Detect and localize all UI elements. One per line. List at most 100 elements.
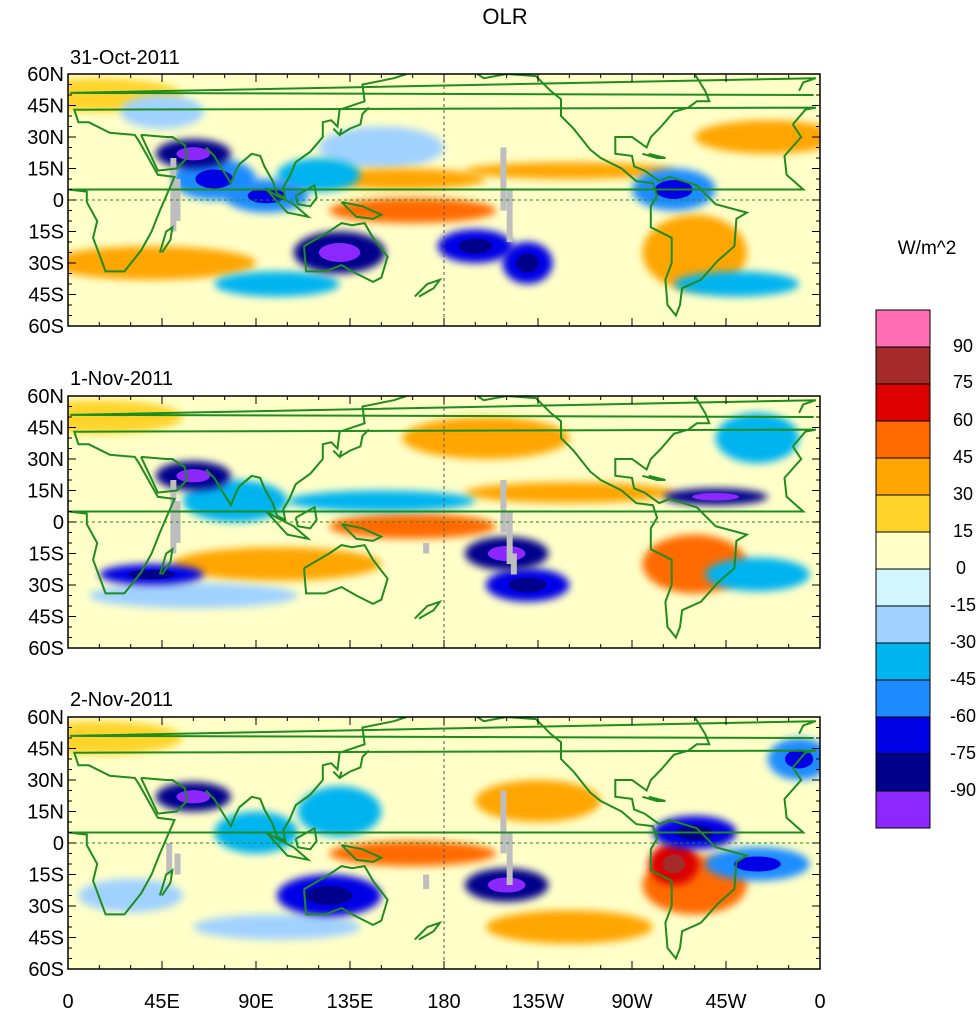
colorbar-label: 30 [953, 484, 973, 504]
olr-anomaly-core [305, 886, 353, 905]
olr-anomaly-region [329, 840, 497, 867]
colorbar-swatch [875, 309, 931, 348]
olr-anomaly-core [128, 569, 176, 580]
olr-anomaly-region [402, 417, 570, 459]
olr-anomaly-core [516, 253, 539, 273]
olr-anomaly-region [68, 721, 183, 755]
map-panel-3: 2-Nov-2011 60N 45N 30N 15N 0 15S 30S 45S 60S [27, 689, 821, 981]
map-panel-1: 31-Oct-2011 60N 45N 30N 15N 0 15S 30S 45S 60S [27, 47, 821, 338]
panel-3-date: 2-Nov-2011 [70, 689, 173, 711]
olr-anomaly-core [318, 243, 361, 262]
colorbar-label: 15 [953, 521, 973, 541]
lon-label: 135W [512, 991, 564, 1013]
lat-label: 30N [27, 127, 64, 149]
coastline [205, 396, 407, 522]
colorbar-label: -30 [950, 632, 976, 652]
olr-anomaly-core [176, 790, 211, 804]
colorbar-swatch [875, 420, 931, 459]
coastline [205, 74, 407, 200]
colorbar-swatch [875, 605, 931, 644]
colorbar-swatch [875, 753, 931, 792]
missing-data-stripe [174, 853, 181, 875]
lat-label: 15S [28, 222, 64, 244]
lat-label: 60S [28, 959, 64, 981]
lat-label: 60S [28, 638, 64, 660]
colorbar-swatch [875, 790, 931, 829]
coastline [642, 795, 666, 802]
colorbar-label: -15 [950, 595, 976, 615]
lon-label: 0 [814, 991, 825, 1013]
coastline [68, 749, 816, 916]
missing-data-stripe [500, 790, 507, 854]
missing-data-stripe [506, 511, 513, 564]
lat-label: 45S [28, 607, 64, 629]
coastline [642, 474, 666, 481]
colorbar: W/m^2 90 75 60 45 30 15 0 -15 -30 -45 -6… [875, 238, 976, 829]
missing-data-stripe [510, 553, 517, 575]
panel-1-date: 31-Oct-2011 [70, 47, 180, 69]
lon-tick-labels: 0 45E 90E 135E 180 135W 90W 45W 0 [62, 991, 825, 1013]
lat-label: 45N [27, 418, 64, 440]
colorbar-swatch [875, 642, 931, 681]
lat-label: 30S [28, 253, 64, 275]
colorbar-swatch [875, 494, 931, 533]
lon-label: 135E [327, 991, 374, 1013]
lat-label: 0 [53, 190, 64, 212]
colorbar-label: 45 [953, 447, 973, 467]
coastline [294, 826, 318, 851]
coastline [642, 152, 666, 159]
coastline [339, 749, 370, 779]
olr-anomaly-region [475, 780, 601, 822]
coastline [294, 505, 318, 530]
olr-anomaly-core [176, 147, 211, 161]
coastline [340, 523, 384, 542]
colorbar-units: W/m^2 [898, 238, 957, 259]
coastline [70, 399, 817, 418]
coastline [414, 277, 443, 298]
coastline [265, 188, 312, 219]
coastline [332, 449, 343, 459]
missing-data-stripe [423, 874, 430, 890]
coastline [70, 77, 817, 96]
lat-label: 15N [27, 481, 64, 503]
olr-anomaly-core [733, 856, 781, 872]
olr-anomaly-region [276, 158, 361, 192]
olr-anomaly-region [68, 400, 183, 434]
coastline [68, 106, 816, 273]
lat-label: 30N [27, 770, 64, 792]
missing-data-stripe [166, 843, 173, 875]
coastline [476, 74, 750, 318]
coastline [158, 225, 174, 254]
colorbar-swatch [875, 346, 931, 385]
coastline [476, 717, 750, 961]
lat-label: 15S [28, 865, 64, 887]
colorbar-label: -75 [950, 743, 976, 763]
olr-anomaly-region [464, 482, 674, 504]
lon-label: 90E [238, 991, 274, 1013]
olr-anomaly-region [172, 547, 382, 581]
coastline [332, 127, 343, 137]
olr-anomaly-region [485, 910, 653, 944]
missing-data-stripe [506, 832, 513, 885]
colorbar-label: -45 [950, 669, 976, 689]
lat-label: 15N [27, 159, 64, 181]
coastline [303, 864, 389, 927]
coastline [332, 770, 343, 780]
olr-anomaly-region [193, 914, 361, 940]
olr-anomaly-region [78, 878, 183, 913]
lat-label: 15S [28, 544, 64, 566]
olr-anomaly-region [68, 246, 256, 280]
lat-label: 45S [28, 928, 64, 950]
colorbar-swatch [875, 568, 931, 607]
lon-label: 180 [427, 991, 460, 1013]
missing-data-stripe [170, 480, 177, 554]
colorbar-swatch [875, 679, 931, 718]
colorbar-swatch [875, 457, 931, 496]
olr-anomaly-core [692, 493, 740, 501]
lat-label: 30S [28, 575, 64, 597]
coastline [265, 510, 312, 541]
olr-anomaly-region [464, 162, 674, 179]
colorbar-label: -90 [950, 780, 976, 800]
colorbar-label: 75 [953, 372, 973, 392]
